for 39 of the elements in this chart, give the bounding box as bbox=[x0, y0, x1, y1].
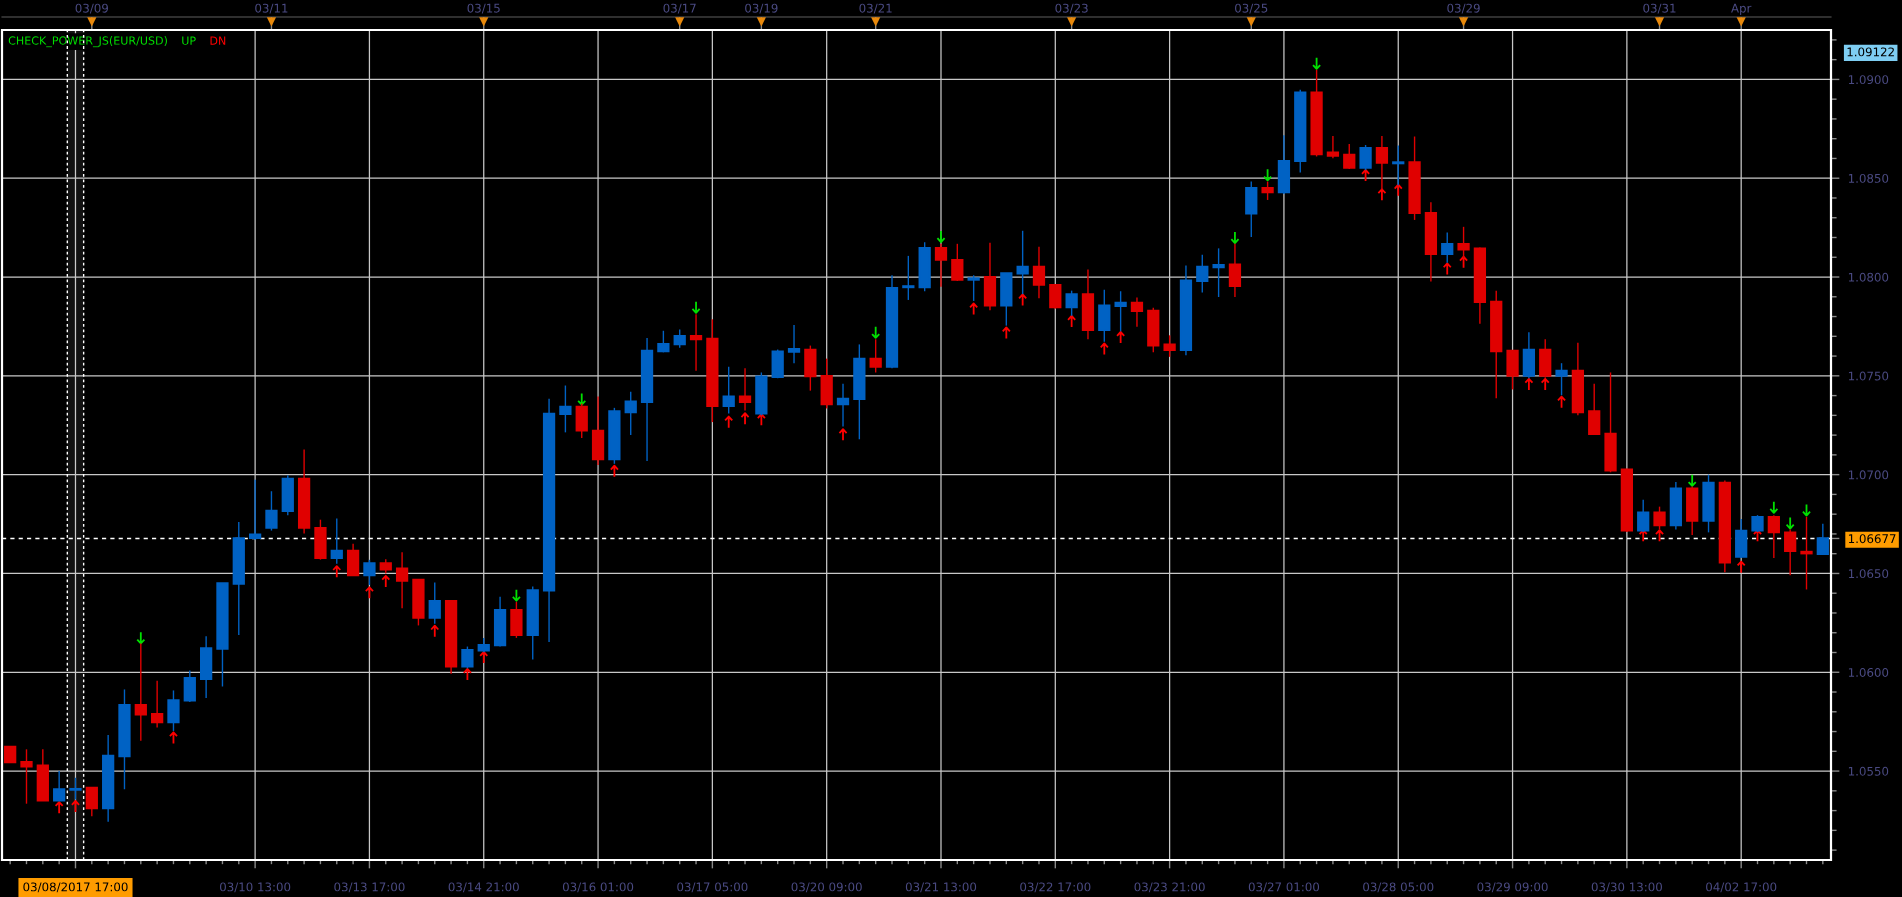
x-tick-label: 03/30 13:00 bbox=[1591, 882, 1662, 893]
x-tick-label: 03/17 05:00 bbox=[677, 882, 748, 893]
legend-title: CHECK_POWER_JS(EUR/USD) bbox=[8, 36, 167, 48]
x-tick-label: 03/22 17:00 bbox=[1020, 882, 1091, 893]
category-label: 03/25 bbox=[1235, 3, 1268, 14]
category-label: 03/31 bbox=[1643, 3, 1676, 14]
y-tick-label: 1.06677 bbox=[1848, 534, 1896, 544]
category-label: 03/17 bbox=[663, 3, 696, 14]
category-label: 03/19 bbox=[745, 3, 778, 14]
y-tick-label: 1.0850 bbox=[1848, 173, 1889, 183]
x-tick-label: 04/02 17:00 bbox=[1706, 882, 1777, 893]
y-tick-label: 1.0550 bbox=[1848, 766, 1889, 776]
text: DN bbox=[210, 36, 226, 45]
y-tick-label: 1.0600 bbox=[1848, 667, 1889, 677]
text: 1.09122 bbox=[1847, 47, 1894, 57]
x-tick-label: 03/29 09:00 bbox=[1477, 882, 1548, 893]
y-tick-label: 1.0700 bbox=[1848, 470, 1889, 480]
x-tick-label: 03/14 21:00 bbox=[448, 882, 519, 893]
y-tick-label: 1.0650 bbox=[1848, 569, 1889, 579]
category-label: 03/15 bbox=[467, 3, 500, 14]
x-tick-label: 03/23 21:00 bbox=[1134, 882, 1205, 893]
x-tick-label: 03/08/2017 17:00 bbox=[23, 882, 128, 893]
y-tick-label: 1.0800 bbox=[1848, 272, 1889, 282]
y-tick-label: 1.0900 bbox=[1848, 75, 1889, 85]
y-tick-label: 1.0750 bbox=[1848, 371, 1889, 381]
x-tick-label: 03/16 01:00 bbox=[562, 882, 634, 893]
category-label: 03/09 bbox=[75, 3, 108, 14]
category-label: Apr bbox=[1731, 3, 1752, 15]
text: UP bbox=[182, 36, 196, 45]
category-label: 03/23 bbox=[1055, 3, 1088, 14]
category-label: 03/29 bbox=[1447, 3, 1480, 14]
x-tick-label: 03/28 05:00 bbox=[1363, 882, 1434, 893]
x-tick-label: 03/21 13:00 bbox=[905, 882, 977, 893]
category-label: 03/11 bbox=[255, 3, 288, 14]
x-tick-label: 03/27 01:00 bbox=[1248, 882, 1320, 893]
x-tick-label: 03/10 13:00 bbox=[220, 882, 291, 893]
x-tick-label: 03/20 09:00 bbox=[791, 882, 862, 893]
category-label: 03/21 bbox=[859, 3, 892, 14]
x-tick-label: 03/13 17:00 bbox=[334, 882, 405, 893]
